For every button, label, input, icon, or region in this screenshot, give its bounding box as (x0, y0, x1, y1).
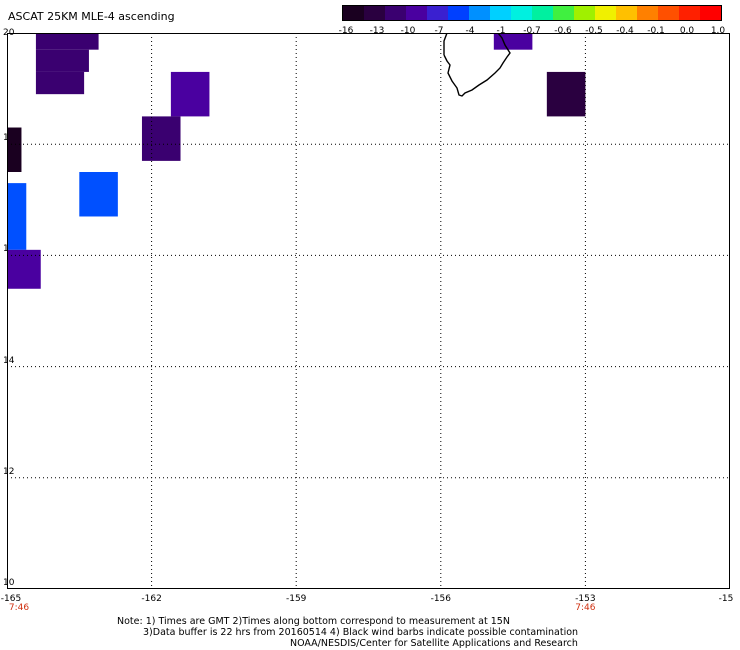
data-cell (7, 127, 22, 172)
data-cells (7, 33, 586, 289)
color-swatch (511, 6, 532, 20)
color-swatch (595, 6, 616, 20)
longitude-label: -15 (718, 594, 734, 604)
color-scale-label: -16 (338, 26, 354, 36)
color-swatch (469, 6, 490, 20)
latitude-label: 1 (3, 244, 9, 255)
color-scale-label: -0.1 (647, 26, 665, 36)
data-cell (7, 249, 41, 289)
color-swatch (364, 6, 385, 20)
note-line-2: 3)Data buffer is 22 hrs from 20160514 4)… (143, 627, 579, 638)
data-cell (141, 116, 181, 161)
hawaii-island-outline (443, 33, 511, 97)
data-cell (35, 33, 99, 50)
color-swatch (490, 6, 511, 20)
data-cell (546, 71, 586, 117)
color-scale-label: 0.0 (679, 26, 695, 36)
latitude-label: 12 (3, 466, 15, 477)
data-cell (35, 71, 85, 95)
color-swatch (616, 6, 637, 20)
time-label: 7:46 (8, 603, 30, 613)
longitude-label: -162 (141, 594, 162, 604)
color-scale-label: -7 (434, 26, 444, 36)
note-line-3: NOAA/NESDIS/Center for Satellite Applica… (290, 638, 578, 649)
data-cell (493, 33, 533, 50)
plot-frame (7, 33, 730, 589)
latitude-label: 1 (3, 133, 9, 144)
color-swatch (448, 6, 469, 20)
longitude-label: -156 (430, 594, 452, 604)
color-scale-label: -0.6 (554, 26, 572, 36)
color-scale-label: -4 (465, 26, 475, 36)
color-swatch (343, 6, 364, 20)
longitude-label: -165 (0, 594, 22, 604)
longitude-label: -153 (575, 594, 596, 604)
color-scale-label: -13 (369, 26, 385, 36)
time-label: 7:46 (575, 603, 596, 613)
color-scale-label: -0.5 (585, 26, 603, 36)
color-scale-label: 1.0 (710, 26, 726, 36)
color-swatch (700, 6, 721, 20)
map-plot (7, 33, 730, 589)
data-cell (170, 71, 210, 117)
color-swatch (385, 6, 406, 20)
data-cell (7, 183, 27, 250)
color-scale-label: -1 (496, 26, 506, 36)
color-scale-label: -0.7 (523, 26, 541, 36)
color-scale-label: -10 (400, 26, 416, 36)
latitude-label: 10 (3, 578, 15, 588)
color-scale-labels: -16 -13 -10 -7 -4 -1 -0.7 -0.6 -0.5 -0.4 -0.1 0.0 1.… (338, 26, 726, 38)
color-swatch (427, 6, 448, 20)
color-swatch (553, 6, 574, 20)
color-scale-label: -0.4 (616, 26, 634, 36)
latitude-label: 14 (3, 355, 15, 366)
color-swatch (574, 6, 595, 20)
latitude-label: 20 (3, 28, 15, 38)
longitude-label: -159 (285, 594, 307, 604)
color-swatch (658, 6, 679, 20)
data-cell (79, 172, 118, 217)
color-swatch (532, 6, 553, 20)
color-scale-bar (342, 5, 722, 21)
color-swatch (637, 6, 658, 20)
data-cell (35, 49, 89, 72)
chart-title: ASCAT 25KM MLE-4 ascending (8, 10, 175, 23)
grid-lines (7, 33, 730, 589)
color-swatch (406, 6, 427, 20)
color-swatch (679, 6, 700, 20)
note-line-1: Note: 1) Times are GMT 2)Times along bot… (117, 616, 510, 627)
